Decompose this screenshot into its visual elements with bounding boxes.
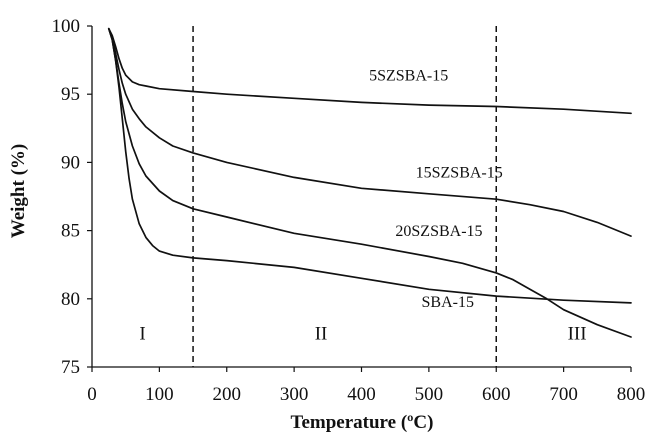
- y-tick-label: 100: [52, 16, 81, 37]
- x-tick-label: 600: [482, 384, 511, 405]
- series-label: 20SZSBA-15: [395, 223, 482, 240]
- x-tick-label: 0: [87, 384, 97, 405]
- region-label: I: [139, 324, 145, 345]
- series-line: [107, 27, 632, 237]
- y-tick-label: 90: [61, 152, 80, 173]
- x-tick-label: 200: [213, 384, 242, 405]
- x-tick-label: 700: [549, 384, 578, 405]
- series-label: SBA-15: [422, 294, 474, 311]
- y-tick-label: 80: [61, 289, 80, 310]
- y-axis-title: Weight (%): [8, 144, 29, 238]
- x-tick-label: 400: [347, 384, 376, 405]
- series-label: 5SZSBA-15: [369, 68, 448, 85]
- x-tick-label: 800: [617, 384, 646, 405]
- series-line: [107, 27, 632, 115]
- x-tick-label: 300: [280, 384, 309, 405]
- y-tick-label: 95: [61, 84, 80, 105]
- x-axis-title: Temperature (ºC): [291, 412, 434, 433]
- x-tick-label: 100: [145, 384, 174, 405]
- series-line: [107, 27, 632, 304]
- series-lines: [107, 27, 632, 338]
- y-tick-label: 75: [61, 357, 80, 378]
- region-label: II: [315, 324, 328, 345]
- region-label: III: [568, 324, 587, 345]
- series-line: [107, 27, 632, 338]
- y-tick-label: 85: [61, 221, 80, 242]
- series-label: 15SZSBA-15: [416, 164, 503, 181]
- region-dividers: [192, 26, 497, 367]
- axes: 0 100 200 300 400 500 600 700 800 75 80 85 90 95 100: [52, 16, 646, 405]
- x-tick-label: 500: [415, 384, 444, 405]
